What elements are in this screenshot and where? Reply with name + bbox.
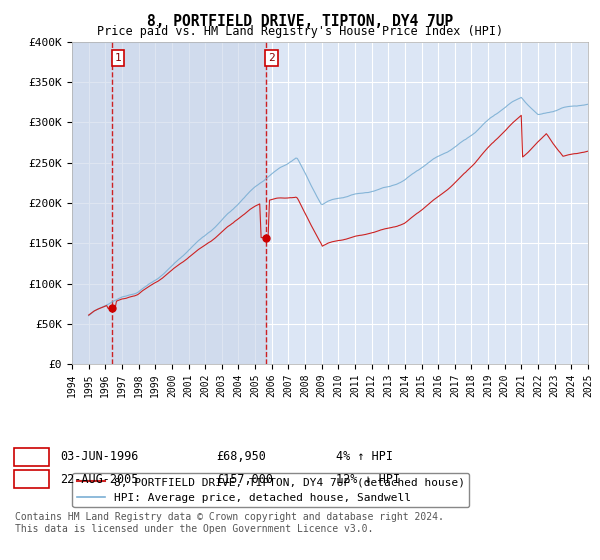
Legend: 8, PORTFIELD DRIVE, TIPTON, DY4 7UP (detached house), HPI: Average price, detach: 8, PORTFIELD DRIVE, TIPTON, DY4 7UP (det…: [73, 473, 469, 507]
Text: £68,950: £68,950: [216, 450, 266, 464]
Text: Contains HM Land Registry data © Crown copyright and database right 2024.
This d: Contains HM Land Registry data © Crown c…: [15, 512, 444, 534]
Text: £157,000: £157,000: [216, 473, 273, 486]
Text: 4% ↑ HPI: 4% ↑ HPI: [336, 450, 393, 464]
Text: 2: 2: [28, 473, 35, 486]
Text: 8, PORTFIELD DRIVE, TIPTON, DY4 7UP: 8, PORTFIELD DRIVE, TIPTON, DY4 7UP: [147, 14, 453, 29]
Text: 03-JUN-1996: 03-JUN-1996: [60, 450, 139, 464]
Text: 2: 2: [268, 53, 275, 63]
Bar: [72, 42, 266, 364]
Text: 1: 1: [28, 450, 35, 464]
Text: Price paid vs. HM Land Registry's House Price Index (HPI): Price paid vs. HM Land Registry's House …: [97, 25, 503, 38]
Text: 1: 1: [115, 53, 122, 63]
Text: 22-AUG-2005: 22-AUG-2005: [60, 473, 139, 486]
Text: 12% ↓ HPI: 12% ↓ HPI: [336, 473, 400, 486]
